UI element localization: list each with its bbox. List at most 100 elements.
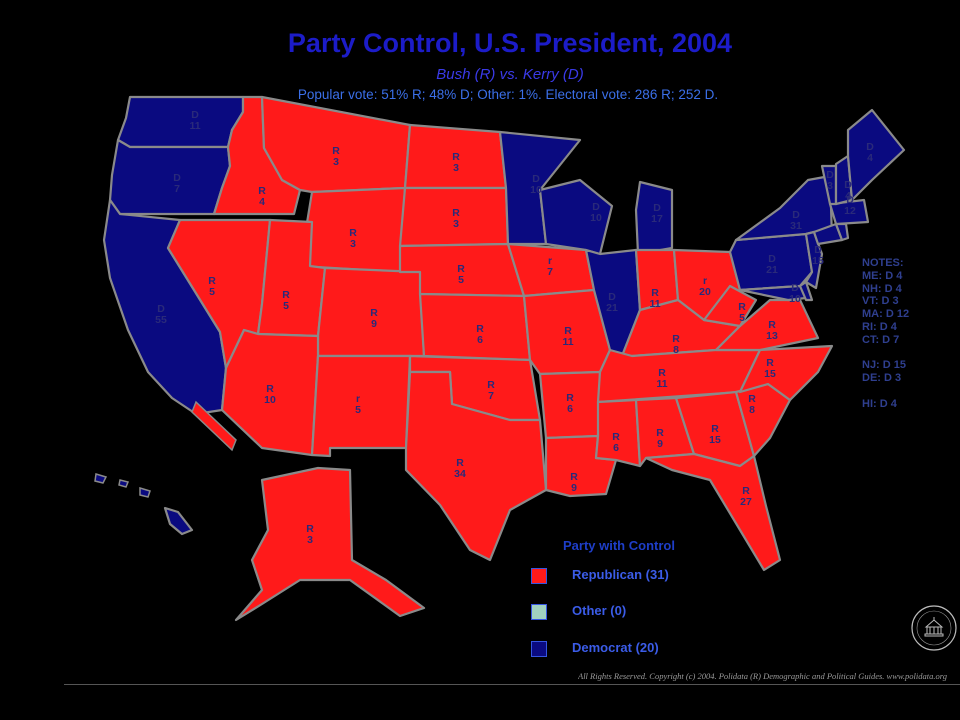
state-label-wa: D [191, 109, 199, 121]
state-label-ny: 31 [790, 220, 802, 232]
state-label-pa: 21 [766, 264, 778, 276]
state-label-ms: 6 [613, 442, 619, 454]
state-label-me: 4 [867, 152, 873, 164]
state-label-sd: R [452, 207, 460, 219]
state-label-il: D [608, 291, 616, 303]
state-label-wv: R [738, 301, 746, 313]
notes-line: NOTES: [862, 257, 904, 269]
state-label-in: R [651, 287, 659, 299]
state-label-ok: R [487, 379, 495, 391]
state-label-co: R [370, 307, 378, 319]
state-label-ak: R [306, 523, 314, 535]
state-label-nj: 15 [812, 255, 824, 267]
state-tx [404, 370, 548, 562]
notes-line: NJ: D 15 [862, 359, 907, 372]
state-label-id: R [258, 185, 266, 197]
legend-swatch-other [531, 604, 547, 620]
state-label-ky: 8 [673, 344, 679, 356]
state-hi [163, 506, 194, 536]
notes-line [862, 347, 909, 360]
state-label-ut: R [282, 289, 290, 301]
state-label-wy: 3 [350, 238, 356, 250]
state-ak [234, 466, 426, 622]
state-label-nm: r [356, 393, 360, 405]
baja-edge [191, 400, 237, 452]
state-label-nv: R [208, 275, 216, 287]
state-label-il: 21 [606, 302, 618, 314]
state-label-me: D [866, 141, 874, 153]
state-label-tn: 11 [656, 378, 667, 390]
notes-line: NH: D 4 [862, 282, 902, 295]
state-label-ar: 6 [567, 403, 573, 415]
state-label-ky: R [672, 333, 680, 345]
state-label-va: R [768, 319, 776, 331]
state-me [846, 108, 906, 202]
polidata-seal-logo [911, 605, 957, 651]
state-ks [418, 292, 532, 362]
legend-label-republican: Republican (31) [572, 567, 669, 582]
legend-title: Party with Control [563, 538, 675, 553]
state-label-mt: 3 [333, 156, 339, 168]
notes-line: DE: D 3 [862, 372, 902, 385]
state-label-ne: 5 [458, 274, 464, 286]
state-label-tx: 34 [454, 468, 466, 480]
state-label-tn: R [658, 367, 666, 379]
state-label-wy: R [349, 227, 357, 239]
state-label-wi: D [592, 201, 600, 213]
notes-line: ME: D 4 [862, 269, 903, 282]
state-label-nd: R [452, 151, 460, 163]
state-label-pa: D [768, 253, 776, 265]
state-label-al: 9 [657, 438, 663, 450]
state-label-la: 9 [571, 482, 577, 494]
state-label-nm: 5 [355, 404, 361, 416]
state-wa [116, 95, 245, 149]
state-label-az: R [266, 383, 274, 395]
legend-label-other: Other (0) [572, 603, 627, 618]
state-label-wa: 11 [189, 120, 200, 132]
copyright-notice: All Rights Reserved. Copyright (c) 2004.… [578, 671, 947, 681]
hawaii-island-kauai [94, 473, 108, 484]
state-or [108, 138, 232, 216]
notes-line: VT: D 3 [862, 295, 899, 308]
state-label-wi: 10 [590, 212, 602, 224]
notes-line: MA: D 12 [862, 308, 910, 321]
legend-swatch-democrat [531, 641, 547, 657]
vote-summary: Popular vote: 51% R; 48% D; Other: 1%. E… [297, 87, 719, 102]
state-label-vt: 3 [827, 180, 833, 192]
state-label-az: 10 [264, 394, 276, 406]
state-label-nd: 3 [453, 162, 459, 174]
state-label-or: 7 [174, 183, 180, 195]
notes-line: HI: D 4 [862, 397, 897, 410]
state-label-nc: 15 [764, 368, 776, 380]
state-label-nc: R [766, 357, 774, 369]
state-label-ma: 12 [844, 205, 856, 217]
state-label-nh: D [844, 179, 852, 191]
state-label-ms: R [612, 431, 620, 443]
state-label-ga: R [711, 423, 719, 435]
state-label-id: 4 [259, 196, 265, 208]
state-label-ca: 55 [155, 314, 167, 326]
state-label-mn: D [532, 173, 540, 185]
hawaii-island-oahu [118, 479, 130, 488]
state-label-or: D [173, 172, 181, 184]
page-title: Party Control, U.S. President, 2004 [287, 28, 733, 58]
legend-swatch-republican [531, 568, 547, 584]
state-label-ia: r [548, 255, 552, 267]
state-fl [644, 452, 782, 572]
state-label-mo: R [564, 325, 572, 337]
state-label-sc: 8 [749, 404, 755, 416]
state-label-ks: R [476, 323, 484, 335]
state-label-oh: r [703, 275, 707, 287]
state-label-mo: 11 [562, 336, 573, 348]
state-label-md: D [791, 282, 799, 294]
state-label-ma: D [846, 194, 854, 206]
state-label-ar: R [566, 392, 574, 404]
state-label-va: 13 [766, 330, 778, 342]
state-ma [828, 198, 870, 226]
state-label-nj: D [814, 244, 822, 256]
state-de [798, 280, 814, 302]
state-label-ga: 15 [709, 434, 721, 446]
subtitle: Bush (R) vs. Kerry (D) [436, 66, 584, 83]
